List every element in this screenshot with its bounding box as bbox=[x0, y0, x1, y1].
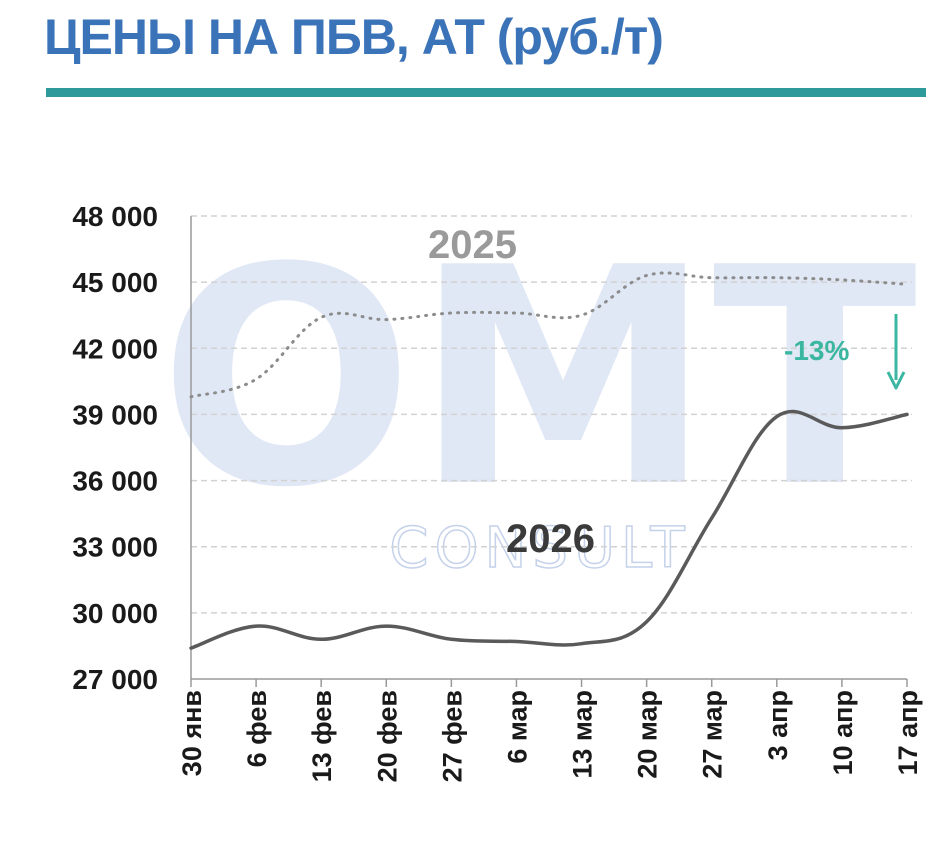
x-tick-label: 3 апр bbox=[763, 690, 793, 760]
series-line-2026 bbox=[189, 409, 909, 650]
x-axis-ticks: 30 янв 6 фев 13 фев 20 фев 27 фев 6 мар 13 мар… bbox=[177, 679, 923, 782]
annotation-label: -13% bbox=[784, 335, 849, 366]
y-tick-label: 30 000 bbox=[72, 598, 158, 629]
x-tick-label: 20 фев bbox=[372, 690, 402, 782]
x-tick-label: 6 фев bbox=[242, 690, 272, 767]
page-title: ЦЕНЫ НА ПБВ, АТ (руб./т) bbox=[44, 9, 664, 65]
y-tick-label: 36 000 bbox=[72, 466, 158, 497]
series-label-2025: 2025 bbox=[428, 223, 517, 267]
series-lines bbox=[189, 271, 909, 650]
x-tick-label: 13 мар bbox=[568, 690, 598, 779]
title-underline bbox=[46, 88, 926, 97]
axes bbox=[190, 216, 907, 680]
y-tick-label: 27 000 bbox=[72, 664, 158, 695]
x-tick-label: 13 фев bbox=[307, 690, 337, 782]
y-tick-label: 42 000 bbox=[72, 333, 158, 364]
series-labels: 2025 2026 bbox=[428, 223, 595, 561]
x-tick-label: 27 фев bbox=[437, 690, 467, 782]
y-tick-label: 45 000 bbox=[72, 267, 158, 298]
watermark-logo: OMT bbox=[159, 204, 919, 553]
y-axis-ticks: 27 000 30 000 33 000 36 000 39 000 42 000 45 0… bbox=[72, 201, 158, 695]
gridlines bbox=[191, 215, 912, 614]
x-tick-label: 27 мар bbox=[698, 690, 728, 779]
y-tick-label: 48 000 bbox=[72, 201, 158, 232]
x-tick-label: 30 янв bbox=[177, 690, 207, 776]
x-tick-label: 17 апр bbox=[893, 690, 923, 775]
x-tick-label: 10 апр bbox=[828, 690, 858, 775]
watermark: OMT CONSULT bbox=[159, 204, 919, 582]
series-label-2026: 2026 bbox=[506, 517, 595, 561]
watermark-subtext: CONSULT bbox=[389, 516, 690, 581]
annotations: -13% bbox=[784, 314, 906, 390]
series-line-2025 bbox=[189, 271, 909, 399]
x-tick-label: 20 мар bbox=[633, 690, 663, 779]
down-arrow-head-icon bbox=[886, 371, 906, 390]
y-tick-label: 33 000 bbox=[72, 532, 158, 563]
y-tick-label: 39 000 bbox=[72, 399, 158, 430]
x-tick-label: 6 мар bbox=[502, 690, 532, 764]
